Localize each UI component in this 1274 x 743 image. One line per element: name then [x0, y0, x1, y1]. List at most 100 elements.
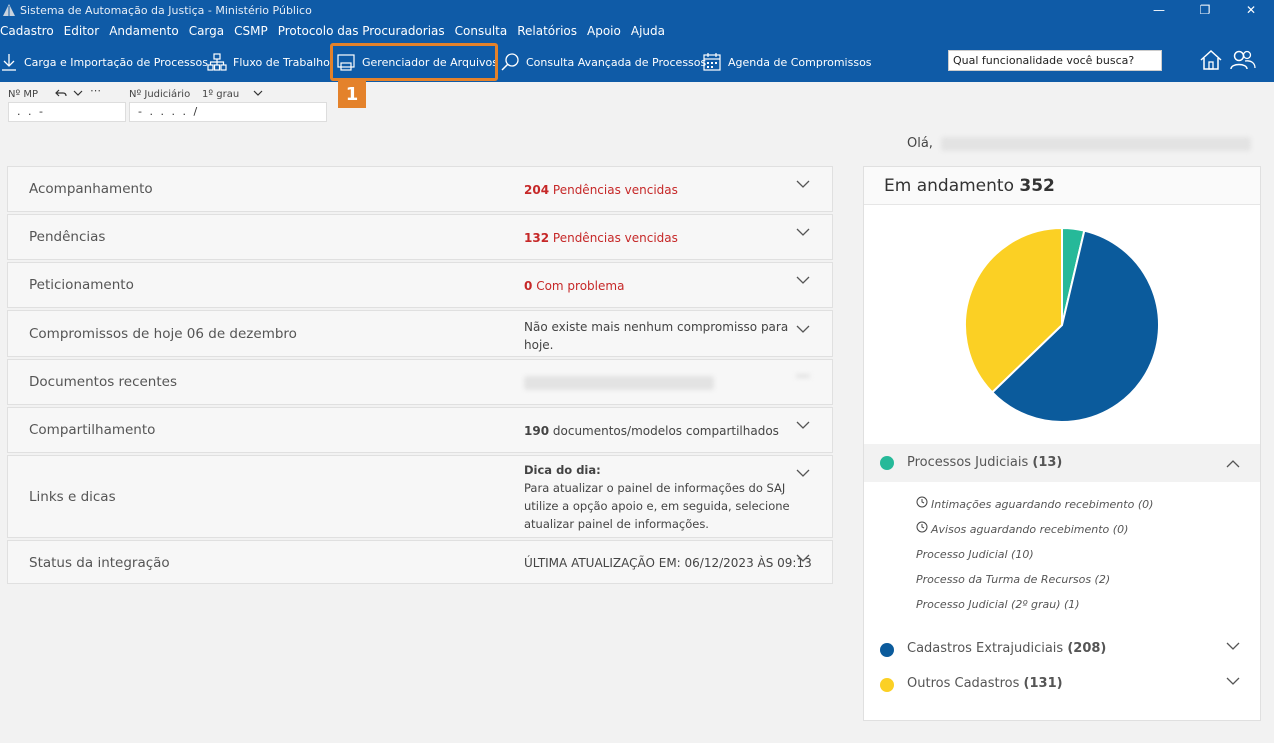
chevron-down-icon[interactable] — [796, 468, 810, 478]
card-header: Em andamento 352 — [864, 167, 1260, 205]
clock-icon — [916, 521, 928, 533]
judicial-number-input[interactable]: - . . . . / — [129, 102, 327, 122]
panel-status: 204 Pendências vencidas — [524, 183, 678, 197]
user-name-redacted — [941, 136, 1252, 151]
undo-icon[interactable] — [55, 87, 67, 99]
home-icon[interactable] — [1199, 48, 1223, 72]
tip-line: atualizar painel de informações. — [524, 517, 709, 531]
panel-compromissos[interactable]: Compromissos de hoje 06 de dezembro Não … — [7, 310, 833, 357]
legend-count: (208) — [1067, 641, 1107, 656]
panel-peticionamento[interactable]: Peticionamento 0 Com problema — [7, 262, 833, 308]
status-line: hoje. — [524, 338, 554, 352]
sub-item[interactable]: Processo Judicial (10) — [916, 548, 1034, 561]
menu-consulta[interactable]: Consulta — [454, 24, 508, 38]
processos-judiciais-row[interactable]: Processos Judiciais (13) — [864, 444, 1260, 482]
carga-importacao-label: Carga e Importação de Processos — [24, 55, 208, 69]
menu-csmp[interactable]: CSMP — [234, 24, 268, 38]
chevron-down-icon[interactable] — [73, 88, 83, 98]
menu-carga[interactable]: Carga — [188, 24, 225, 38]
close-button[interactable]: ✕ — [1245, 3, 1257, 17]
gerenciador-arquivos-button[interactable]: Gerenciador de Arquivos — [336, 42, 498, 82]
panel-pendencias[interactable]: Pendências 132 Pendências vencidas — [7, 214, 833, 260]
restore-button[interactable]: ❐ — [1199, 3, 1211, 17]
panel-documentos-recentes[interactable]: Documentos recentes — [7, 359, 833, 405]
menu-andamento[interactable]: Andamento — [109, 24, 179, 38]
panel-title: Status da integração — [29, 555, 170, 571]
extrajudiciais-dot — [880, 643, 894, 657]
minimize-button[interactable]: — — [1153, 3, 1165, 17]
tip-line: Para atualizar o painel de informações d… — [524, 481, 786, 495]
status-text: documentos/modelos compartilhados — [552, 424, 779, 438]
chevron-down-icon[interactable] — [796, 227, 810, 237]
panel-status: 0 Com problema — [524, 279, 624, 293]
panel-status-integracao[interactable]: Status da integração ÚLTIMA ATUALIZAÇÃO … — [7, 540, 833, 584]
panel-title: Compromissos de hoje 06 de dezembro — [29, 326, 297, 342]
status-count: 0 — [524, 279, 533, 293]
chevron-down-icon[interactable] — [796, 324, 810, 334]
sub-item[interactable]: Intimações aguardando recebimento (0) — [931, 498, 1154, 511]
panel-status: Dica do dia: Para atualizar o painel de … — [524, 461, 790, 533]
sub-item[interactable]: Avisos aguardando recebimento (0) — [931, 523, 1129, 536]
carga-importacao-button[interactable]: Carga e Importação de Processos — [0, 42, 208, 82]
recent-document-redacted — [524, 376, 714, 390]
chevron-down-icon[interactable] — [1226, 676, 1240, 686]
outros-label: Outros Cadastros (131) — [907, 676, 1063, 691]
grau-chevron-down-icon[interactable] — [253, 88, 263, 98]
fluxo-trabalho-button[interactable]: Fluxo de Trabalho — [207, 42, 330, 82]
search-icon — [501, 53, 519, 71]
panel-status: 132 Pendências vencidas — [524, 231, 678, 245]
extrajudiciais-row[interactable]: Cadastros Extrajudiciais (208) — [864, 635, 1260, 665]
judicial-label: Nº Judiciário — [129, 89, 191, 100]
legend-count: (13) — [1032, 455, 1063, 470]
menu-ajuda[interactable]: Ajuda — [630, 24, 665, 38]
chevron-down-icon[interactable] — [796, 179, 810, 189]
gerenciador-arquivos-label: Gerenciador de Arquivos — [362, 55, 498, 69]
panel-links-dicas[interactable]: Links e dicas Dica do dia: Para atualiza… — [7, 455, 833, 538]
menu-protocolo[interactable]: Protocolo das Procuradorias — [277, 24, 445, 38]
legend-text: Cadastros Extrajudiciais — [907, 641, 1064, 656]
title-bar: Sistema de Automação da Justiça - Minist… — [0, 0, 1274, 20]
workflow-icon — [207, 53, 227, 71]
legend-count: (131) — [1023, 676, 1063, 691]
pie-slice-outros-cadastros[interactable] — [964, 227, 1063, 394]
pie-chart — [964, 227, 1160, 423]
panel-acompanhamento[interactable]: Acompanhamento 204 Pendências vencidas — [7, 166, 833, 212]
users-icon[interactable] — [1230, 48, 1256, 72]
chevron-down-icon[interactable] — [796, 275, 810, 285]
window-title: Sistema de Automação da Justiça - Minist… — [20, 3, 312, 17]
em-andamento-card: Em andamento 352 Processos Judiciais (13… — [863, 166, 1261, 721]
menu-editor[interactable]: Editor — [63, 24, 100, 38]
status-text: Pendências vencidas — [552, 183, 678, 197]
fluxo-trabalho-label: Fluxo de Trabalho — [233, 55, 330, 69]
mp-number-input[interactable]: . . - — [8, 102, 126, 122]
chevron-down-icon[interactable] — [1226, 641, 1240, 651]
panel-status: ÚLTIMA ATUALIZAÇÃO EM: 06/12/2023 ÀS 09:… — [524, 556, 812, 570]
panel-status: 190 documentos/modelos compartilhados — [524, 424, 779, 438]
status-line: Não existe mais nenhum compromisso para — [524, 320, 789, 334]
tip-title: Dica do dia: — [524, 463, 601, 477]
menu-apoio[interactable]: Apoio — [587, 24, 621, 38]
functionality-search-input[interactable] — [948, 50, 1162, 71]
consulta-avancada-label: Consulta Avançada de Processos — [526, 55, 707, 69]
chevron-down-icon[interactable] — [796, 553, 810, 563]
menu-cadastro[interactable]: Cadastro — [0, 24, 54, 38]
sub-item[interactable]: Processo da Turma de Recursos (2) — [916, 573, 1111, 586]
step-badge: 1 — [338, 81, 366, 108]
more-options-icon[interactable]: ⋯ — [90, 84, 101, 97]
greeting-text: Olá, — [907, 136, 933, 151]
panel-compartilhamento[interactable]: Compartilhamento 190 documentos/modelos … — [7, 407, 833, 453]
panel-status: Não existe mais nenhum compromisso para … — [524, 318, 788, 354]
chevron-down-icon[interactable] — [796, 374, 810, 378]
pie-slice-cadastros-extrajudiciais[interactable] — [990, 229, 1160, 423]
grau-selector[interactable]: 1º grau — [202, 89, 240, 100]
panel-title: Peticionamento — [29, 277, 134, 293]
sub-item[interactable]: Processo Judicial (2º grau) (1) — [916, 598, 1080, 611]
consulta-avancada-button[interactable]: Consulta Avançada de Processos — [500, 42, 706, 82]
chevron-down-icon[interactable] — [796, 420, 810, 430]
outros-cadastros-row[interactable]: Outros Cadastros (131) — [864, 670, 1260, 700]
chevron-up-icon[interactable] — [1226, 459, 1240, 469]
agenda-compromissos-button[interactable]: Agenda de Compromissos — [702, 42, 872, 82]
agenda-compromissos-label: Agenda de Compromissos — [728, 55, 872, 69]
menu-relatorios[interactable]: Relatórios — [517, 24, 578, 38]
calendar-icon — [703, 53, 721, 71]
